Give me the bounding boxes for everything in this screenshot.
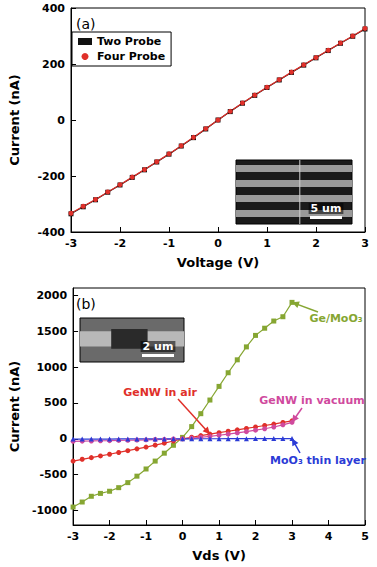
- svg-text:0: 0: [214, 237, 222, 250]
- svg-text:(b): (b): [76, 296, 96, 312]
- svg-text:2: 2: [312, 237, 320, 250]
- svg-text:-200: -200: [37, 170, 65, 183]
- svg-text:Four Probe: Four Probe: [97, 50, 165, 63]
- svg-text:-2: -2: [114, 237, 126, 250]
- svg-text:2: 2: [252, 530, 260, 543]
- svg-text:Ge/MoO₃: Ge/MoO₃: [309, 312, 362, 325]
- svg-text:2 um: 2 um: [143, 340, 174, 353]
- svg-text:5: 5: [361, 530, 369, 543]
- svg-text:3: 3: [288, 530, 296, 543]
- svg-text:3: 3: [361, 237, 369, 250]
- svg-text:GeNW in vacuum: GeNW in vacuum: [259, 394, 364, 407]
- svg-text:1: 1: [215, 530, 223, 543]
- svg-text:Current (nA): Current (nA): [7, 361, 22, 453]
- svg-text:-3: -3: [67, 530, 79, 543]
- svg-text:0: 0: [179, 530, 187, 543]
- svg-text:1500: 1500: [36, 325, 67, 338]
- svg-text:400: 400: [42, 2, 65, 15]
- svg-text:Voltage (V): Voltage (V): [177, 255, 259, 270]
- svg-text:2000: 2000: [36, 289, 67, 302]
- svg-text:1000: 1000: [36, 361, 67, 374]
- svg-text:0: 0: [59, 432, 67, 445]
- svg-text:-1000: -1000: [32, 504, 68, 517]
- svg-text:5 um: 5 um: [311, 202, 342, 215]
- svg-text:Vds (V): Vds (V): [192, 548, 246, 563]
- svg-text:Two Probe: Two Probe: [97, 35, 161, 48]
- svg-text:-1: -1: [163, 237, 175, 250]
- svg-text:500: 500: [44, 396, 67, 409]
- svg-text:200: 200: [42, 58, 65, 71]
- svg-text:-400: -400: [37, 226, 65, 239]
- svg-text:-1: -1: [140, 530, 152, 543]
- svg-text:1: 1: [263, 237, 271, 250]
- svg-text:-3: -3: [65, 237, 77, 250]
- svg-text:Current (nA): Current (nA): [7, 74, 22, 166]
- svg-text:-500: -500: [40, 468, 68, 481]
- svg-text:0: 0: [57, 114, 65, 127]
- svg-text:MoO₃ thin layer: MoO₃ thin layer: [270, 454, 367, 467]
- svg-text:-2: -2: [103, 530, 115, 543]
- svg-text:(a): (a): [76, 16, 96, 32]
- svg-text:4: 4: [325, 530, 333, 543]
- svg-text:GeNW in air: GeNW in air: [123, 386, 197, 399]
